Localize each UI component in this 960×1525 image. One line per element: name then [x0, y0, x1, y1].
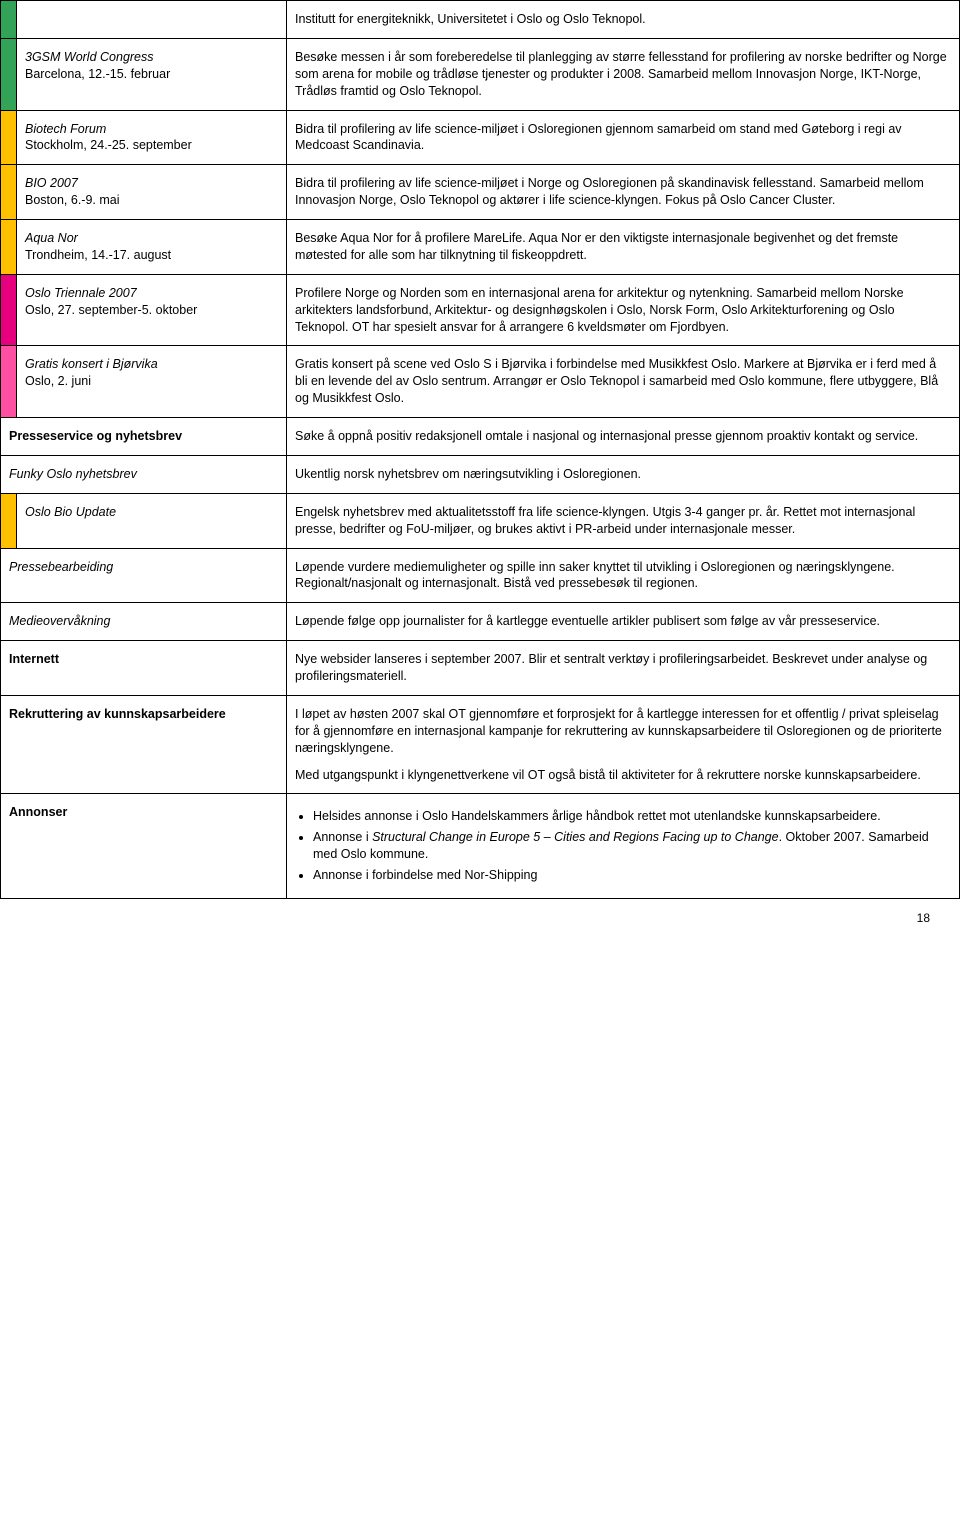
row-label: BIO 2007Boston, 6.-9. mai [17, 165, 287, 220]
label-title: Aqua Nor [25, 230, 278, 247]
list-item: Annonse i forbindelse med Nor-Shipping [313, 867, 951, 884]
row-description: Nye websider lanseres i september 2007. … [287, 641, 960, 696]
table-row: Rekruttering av kunnskapsarbeidereI løpe… [1, 695, 960, 794]
row-description: Besøke messen i år som foreberedelse til… [287, 38, 960, 110]
list-item: Helsides annonse i Oslo Handelskammers å… [313, 808, 951, 825]
paragraph: Med utgangspunkt i klyngenettverkene vil… [295, 767, 951, 784]
table-row: InternettNye websider lanseres i septemb… [1, 641, 960, 696]
label-subtitle: Oslo, 2. juni [25, 373, 278, 390]
row-description: Engelsk nyhetsbrev med aktualitetsstoff … [287, 493, 960, 548]
row-label: Internett [1, 641, 287, 696]
label-title: 3GSM World Congress [25, 49, 278, 66]
color-swatch [1, 220, 17, 275]
label-title: Gratis konsert i Bjørvika [25, 356, 278, 373]
row-description: Løpende følge opp journalister for å kar… [287, 603, 960, 641]
table-row: Biotech ForumStockholm, 24.-25. septembe… [1, 110, 960, 165]
color-swatch [1, 165, 17, 220]
row-description: Institutt for energiteknikk, Universitet… [287, 1, 960, 39]
color-swatch [1, 274, 17, 346]
label-subtitle: Trondheim, 14.-17. august [25, 247, 278, 264]
row-label: Medieovervåkning [1, 603, 287, 641]
table-row: Funky Oslo nyhetsbrevUkentlig norsk nyhe… [1, 455, 960, 493]
row-label: Annonser [1, 794, 287, 899]
row-description: Bidra til profilering av life science-mi… [287, 165, 960, 220]
row-description: Bidra til profilering av life science-mi… [287, 110, 960, 165]
table-row: Oslo Triennale 2007Oslo, 27. september-5… [1, 274, 960, 346]
table-row: PressebearbeidingLøpende vurdere mediemu… [1, 548, 960, 603]
color-swatch [1, 110, 17, 165]
row-label [17, 1, 287, 39]
color-swatch [1, 38, 17, 110]
row-label: Presseservice og nyhetsbrev [1, 418, 287, 456]
table-row: Gratis konsert i BjørvikaOslo, 2. juniGr… [1, 346, 960, 418]
row-label: Aqua NorTrondheim, 14.-17. august [17, 220, 287, 275]
table-row: MedieovervåkningLøpende følge opp journa… [1, 603, 960, 641]
table-row: BIO 2007Boston, 6.-9. maiBidra til profi… [1, 165, 960, 220]
row-label: Pressebearbeiding [1, 548, 287, 603]
color-swatch [1, 1, 17, 39]
label-subtitle: Stockholm, 24.-25. september [25, 137, 278, 154]
table-row: Presseservice og nyhetsbrevSøke å oppnå … [1, 418, 960, 456]
row-description: Besøke Aqua Nor for å profilere MareLife… [287, 220, 960, 275]
color-swatch [1, 346, 17, 418]
row-label: Oslo Triennale 2007Oslo, 27. september-5… [17, 274, 287, 346]
row-description: Profilere Norge og Norden som en interna… [287, 274, 960, 346]
table-row: Annonser Helsides annonse i Oslo Handelsk… [1, 794, 960, 899]
label-subtitle: Barcelona, 12.-15. februar [25, 66, 278, 83]
row-label: Gratis konsert i BjørvikaOslo, 2. juni [17, 346, 287, 418]
row-description: Helsides annonse i Oslo Handelskammers å… [287, 794, 960, 899]
label-subtitle: Boston, 6.-9. mai [25, 192, 278, 209]
row-label: Rekruttering av kunnskapsarbeidere [1, 695, 287, 794]
table-row: 3GSM World CongressBarcelona, 12.-15. fe… [1, 38, 960, 110]
row-description: Søke å oppnå positiv redaksjonell omtale… [287, 418, 960, 456]
table-row: Institutt for energiteknikk, Universitet… [1, 1, 960, 39]
row-description: Gratis konsert på scene ved Oslo S i Bjø… [287, 346, 960, 418]
label-title: Oslo Triennale 2007 [25, 285, 278, 302]
row-label: 3GSM World CongressBarcelona, 12.-15. fe… [17, 38, 287, 110]
row-description: I løpet av høsten 2007 skal OT gjennomfø… [287, 695, 960, 794]
label-title: Biotech Forum [25, 121, 278, 138]
paragraph: I løpet av høsten 2007 skal OT gjennomfø… [295, 706, 951, 757]
row-description: Ukentlig norsk nyhetsbrev om næringsutvi… [287, 455, 960, 493]
content-table: Institutt for energiteknikk, Universitet… [0, 0, 960, 899]
label-subtitle: Oslo, 27. september-5. oktober [25, 302, 278, 319]
bullet-list: Helsides annonse i Oslo Handelskammers å… [313, 808, 951, 884]
table-row: Aqua NorTrondheim, 14.-17. augustBesøke … [1, 220, 960, 275]
label-title: BIO 2007 [25, 175, 278, 192]
color-swatch [1, 493, 17, 548]
row-label: Funky Oslo nyhetsbrev [1, 455, 287, 493]
row-label: Biotech ForumStockholm, 24.-25. septembe… [17, 110, 287, 165]
table-row: Oslo Bio UpdateEngelsk nyhetsbrev med ak… [1, 493, 960, 548]
row-description: Løpende vurdere mediemuligheter og spill… [287, 548, 960, 603]
page-number: 18 [0, 899, 960, 943]
row-label: Oslo Bio Update [17, 493, 287, 548]
list-item: Annonse i Structural Change in Europe 5 … [313, 829, 951, 863]
